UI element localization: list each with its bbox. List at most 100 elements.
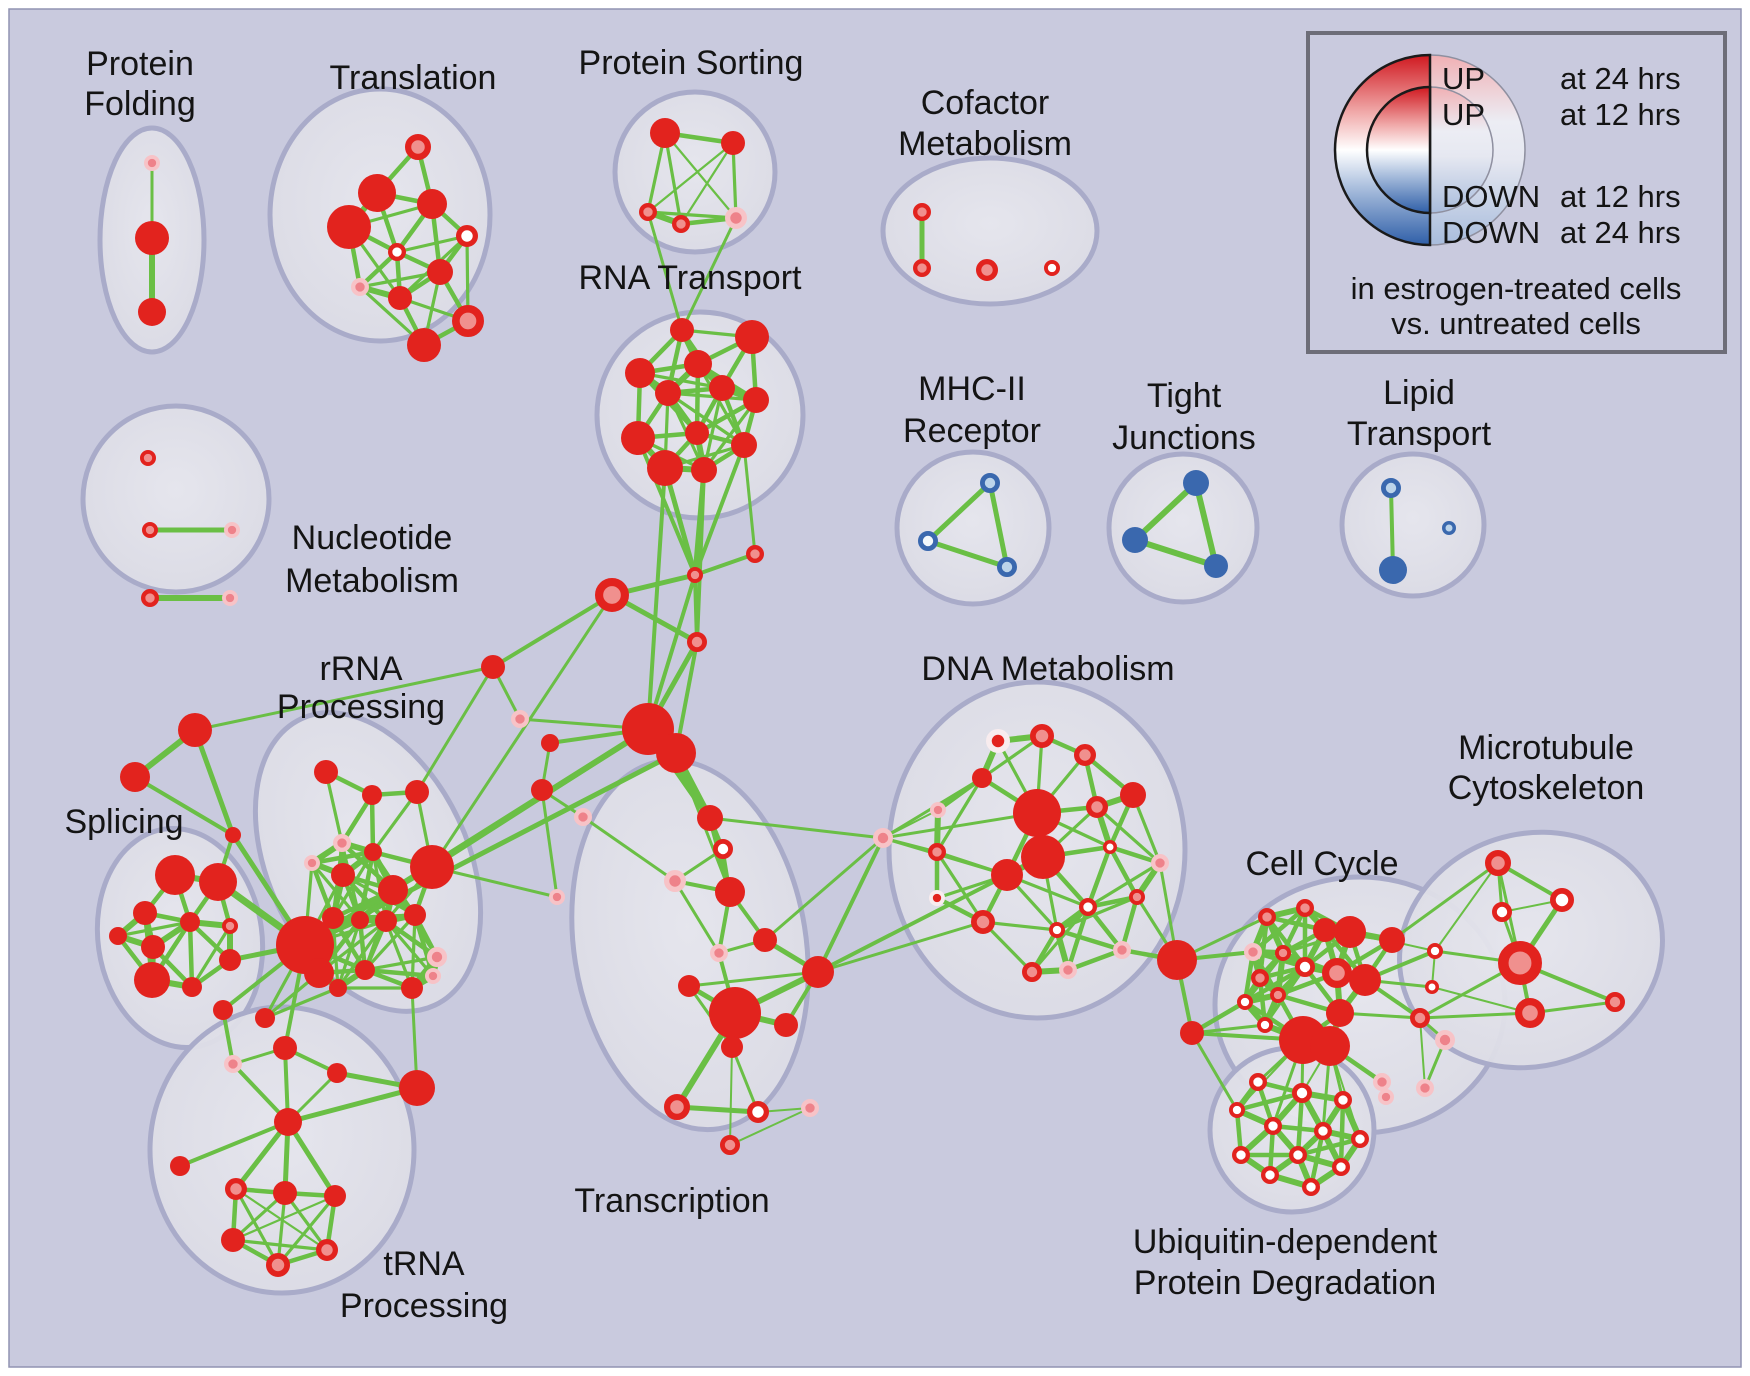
gene-node-cc11 (1270, 986, 1287, 1003)
gene-node-lt1 (1381, 477, 1402, 498)
gene-node-rt8 (621, 421, 655, 455)
interaction-edge (540, 788, 559, 899)
legend-direction-0: UP (1442, 61, 1485, 96)
interaction-edge (1193, 480, 1219, 569)
interaction-edge (285, 1085, 420, 1125)
gene-node-tr2 (358, 174, 396, 212)
gene-node-nm1 (139, 450, 156, 467)
gene-node-dm21 (1059, 960, 1078, 979)
gene-node-rt9 (685, 421, 709, 445)
interaction-edge (285, 1119, 338, 1199)
cluster-label-transcription-line0: Transcription (574, 1182, 769, 1220)
gene-node-tc15 (800, 1099, 819, 1118)
cluster-label-cofactor-metabolism-line0: Cofactor (921, 84, 1050, 122)
gene-node-cc23 (1378, 1089, 1395, 1106)
gene-node-pf3 (138, 298, 166, 326)
interaction-edge (263, 986, 340, 1020)
gene-node-cc0 (1180, 1021, 1204, 1045)
interaction-edge (646, 573, 697, 731)
gene-node-mt7 (1410, 1008, 1431, 1029)
gene-node-dm22 (1157, 940, 1197, 980)
interaction-edge (1190, 1023, 1267, 1035)
gene-node-rr15 (304, 958, 334, 988)
gene-node-dm5 (929, 801, 946, 818)
gene-node-nm3 (223, 521, 240, 538)
gene-node-tn2 (224, 1055, 243, 1074)
gene-node-dm2 (1030, 724, 1055, 749)
gene-node-bb11 (656, 733, 696, 773)
gene-node-tn12 (316, 1239, 339, 1262)
gene-node-rr4 (333, 833, 352, 852)
interaction-edge (395, 234, 469, 254)
gene-node-tn3 (273, 1036, 297, 1060)
gene-node-mt1 (1484, 849, 1511, 876)
interaction-edge (729, 1107, 811, 1146)
gene-node-dm11 (1086, 796, 1109, 819)
gene-node-dm17 (1079, 897, 1098, 916)
gene-node-dm10 (1120, 782, 1146, 808)
interaction-edge (925, 480, 993, 544)
gene-node-mt4 (1427, 942, 1444, 959)
gene-node-dm16 (1129, 888, 1146, 905)
gene-node-cc8 (1295, 957, 1316, 978)
interaction-edge (192, 727, 236, 838)
interaction-edge (358, 270, 442, 289)
cluster-label-dna-metabolism-line0: DNA Metabolism (921, 650, 1174, 688)
interaction-edge (925, 538, 1010, 570)
gene-node-ub6 (1314, 1122, 1333, 1141)
gene-node-tj1 (1183, 470, 1209, 496)
cluster-nucleotide-metabolism (80, 403, 272, 595)
interaction-edge (696, 362, 746, 447)
gene-node-tn5 (399, 1070, 435, 1106)
interaction-edge (1434, 862, 1499, 952)
gene-node-cc3 (1313, 918, 1337, 942)
gene-node-tr9 (388, 286, 412, 310)
gene-node-bb4 (481, 655, 505, 679)
gene-node-cc22 (1373, 1073, 1392, 1092)
cluster-label-microtubule-cytoskeleton-line0: Microtubule (1458, 729, 1634, 767)
interaction-edge (1419, 1017, 1426, 1089)
gene-node-bb3 (225, 827, 241, 843)
interaction-edge (384, 919, 414, 990)
gene-node-tc13 (663, 1093, 690, 1120)
interaction-edge (1055, 895, 1139, 932)
legend-direction-1: UP (1442, 97, 1485, 132)
interaction-edge (816, 873, 1009, 974)
gene-node-tn1 (213, 1000, 233, 1020)
gene-node-tr4 (327, 205, 371, 249)
legend: UP at 24 hrs UP at 12 hrs DOWN at 12 hrs DOWN a… (1306, 31, 1727, 354)
gene-node-mt5 (1498, 941, 1543, 986)
gene-node-tr6 (388, 243, 407, 262)
gene-node-rt11 (647, 450, 683, 486)
gene-node-dm6 (927, 842, 946, 861)
gene-node-ub3 (1334, 1091, 1353, 1110)
cluster-label-microtubule-cytoskeleton-line1: Cytoskeleton (1448, 769, 1645, 807)
cluster-trna-processing (147, 1004, 417, 1296)
gene-node-cf2 (912, 259, 931, 278)
gene-node-cc17 (1379, 927, 1405, 953)
interaction-edge (882, 809, 939, 839)
gene-node-tc5 (548, 888, 565, 905)
interaction-edge (1095, 805, 1162, 865)
interaction-edge (695, 468, 706, 644)
interaction-edge (1054, 927, 1125, 953)
interaction-edge (363, 955, 439, 972)
gene-node-cf1 (912, 203, 931, 222)
gene-node-cc10 (1349, 964, 1381, 996)
interaction-edge (384, 919, 435, 978)
interaction-edge (636, 436, 697, 577)
gene-node-bb13 (531, 779, 553, 801)
interaction-edge (646, 210, 738, 220)
cluster-label-nucleotide-metabolism-line1: Metabolism (285, 562, 459, 600)
gene-node-ub4 (1229, 1102, 1246, 1119)
gene-node-ps4 (671, 215, 690, 234)
cluster-label-splicing-line0: Splicing (64, 803, 183, 841)
gene-node-bb2 (120, 762, 150, 792)
gene-node-sp10 (109, 927, 127, 945)
gene-node-tc9 (802, 956, 834, 988)
interaction-edge (581, 815, 677, 883)
gene-node-rt6 (709, 375, 735, 401)
